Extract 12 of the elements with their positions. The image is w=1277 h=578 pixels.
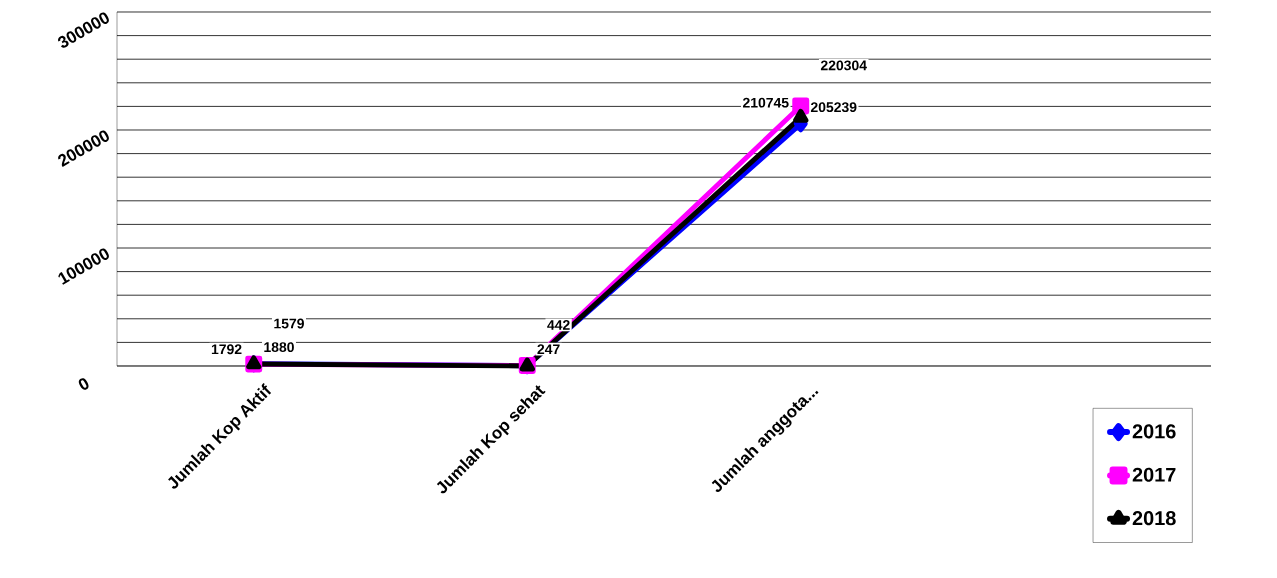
data-label: 205239 bbox=[810, 102, 857, 113]
legend-label: 2018 bbox=[1132, 511, 1176, 526]
data-label: 442 bbox=[547, 320, 570, 330]
data-label: 247 bbox=[537, 344, 560, 355]
data-label: 220304 bbox=[820, 60, 867, 71]
legend-label: 2016 bbox=[1132, 424, 1176, 439]
data-label: 210745 bbox=[742, 97, 789, 108]
data-label: 1579 bbox=[274, 318, 304, 329]
legend-label: 2017 bbox=[1132, 467, 1176, 482]
data-label: 1880 bbox=[264, 342, 294, 353]
data-label: 1792 bbox=[211, 344, 242, 355]
y-tick-label: 0 bbox=[78, 378, 89, 390]
